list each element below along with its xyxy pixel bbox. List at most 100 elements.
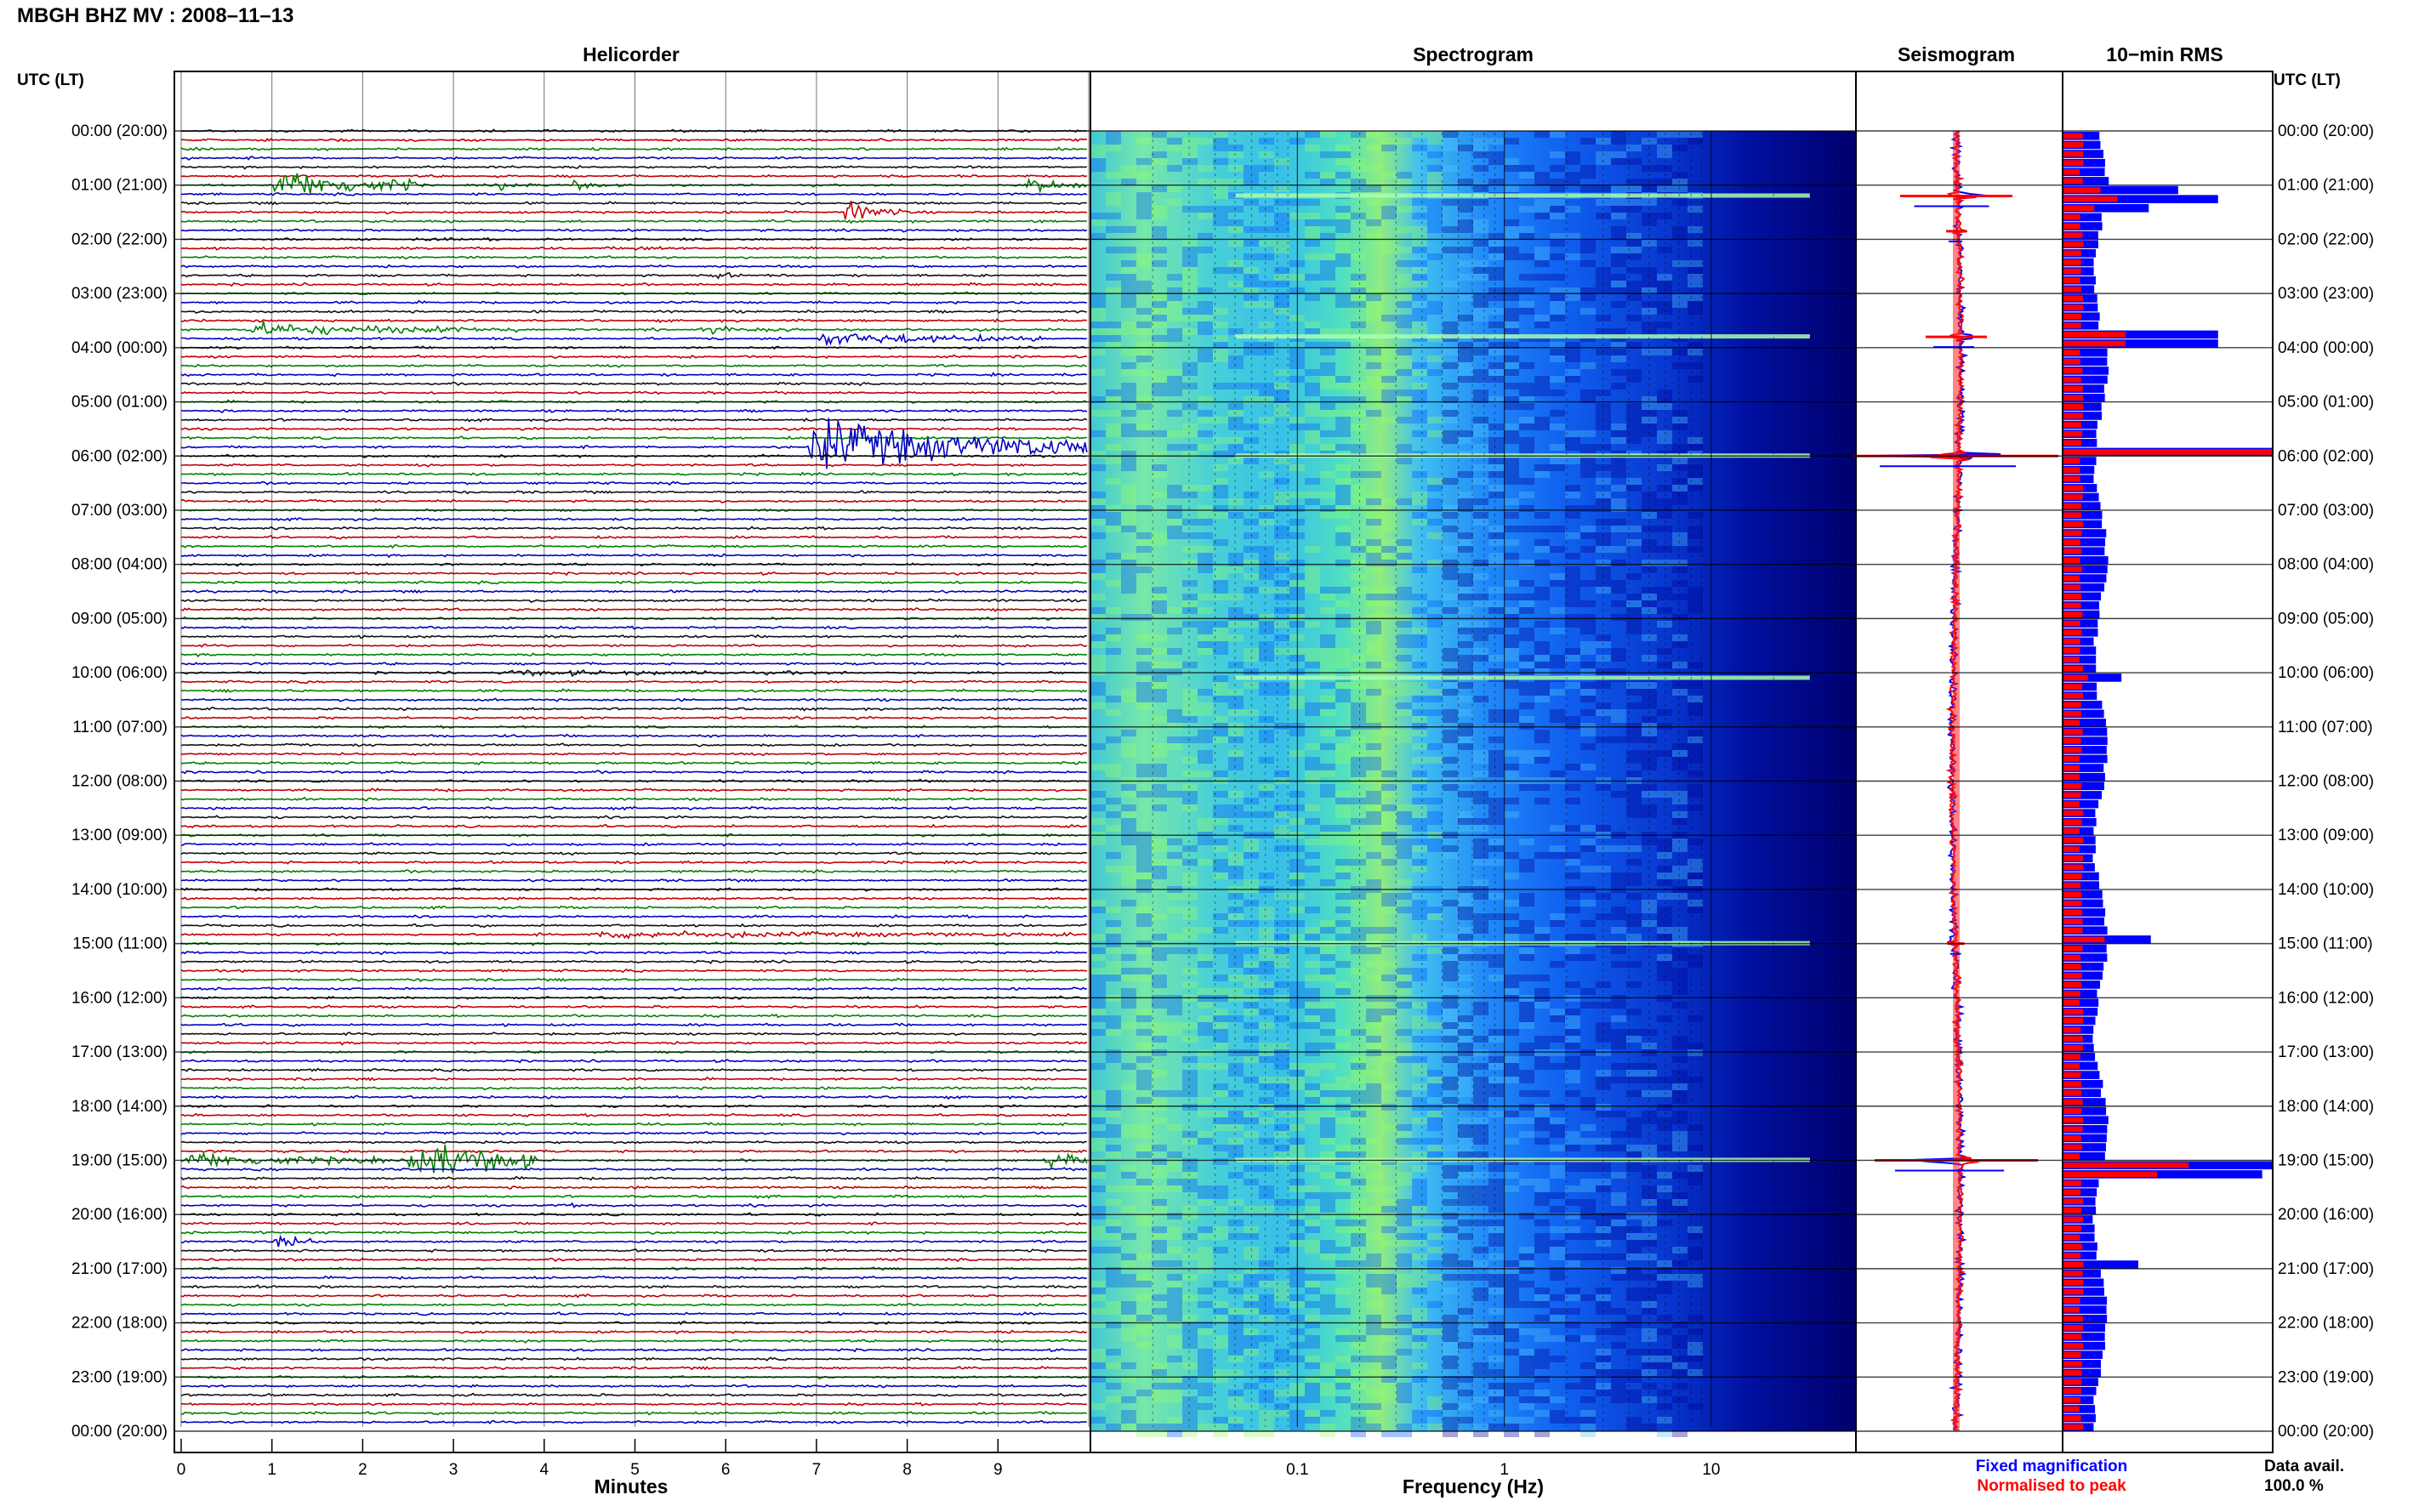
spectrogram-cell [1642, 634, 1657, 641]
rms-bar-normalised [2063, 223, 2080, 230]
spectrogram-cell [1427, 1322, 1443, 1328]
spectrogram-cell [1412, 1417, 1427, 1424]
spectrogram-cell [1335, 1192, 1351, 1199]
spectrogram-cell [1626, 233, 1642, 240]
spectrogram-cell [1274, 226, 1289, 233]
spectrogram-cell [1090, 981, 1106, 988]
spectrogram-cell [1688, 1172, 1703, 1179]
spectrogram-cell [1121, 1328, 1136, 1335]
spectrogram-cell [1198, 1362, 1213, 1369]
spectrogram-cell [1366, 1390, 1381, 1396]
spectrogram-cell [1397, 389, 1412, 396]
spectrogram-cell [1488, 274, 1504, 281]
spectrogram-cell [1412, 1315, 1427, 1322]
spectrogram-cell [1672, 838, 1688, 845]
spectrogram-cell [1626, 1274, 1642, 1281]
spectrogram-cell [1458, 975, 1473, 981]
spectrogram-cell [1688, 804, 1703, 811]
spectrogram-cell [1182, 913, 1198, 920]
spectrogram-cell [1580, 614, 1596, 621]
spectrogram-cell [1182, 151, 1198, 158]
spectrogram-cell [1106, 1199, 1121, 1206]
spectrogram-cell [1672, 1369, 1688, 1376]
spectrogram-cell [1351, 757, 1366, 764]
spectrogram-cell [1136, 281, 1152, 287]
spectrogram-cell [1152, 1206, 1167, 1213]
spectrogram-cell [1596, 1301, 1611, 1308]
spectrogram-cell [1320, 594, 1335, 600]
rms-bar-normalised [2063, 557, 2080, 564]
spectrogram-cell [1626, 1213, 1642, 1219]
spectrogram-cell [1519, 784, 1534, 791]
spectrogram-cell [1182, 1104, 1198, 1111]
spectrogram-cell [1228, 1049, 1244, 1056]
spectrogram-cell [1626, 240, 1642, 247]
spectrogram-cell [1136, 213, 1152, 219]
spectrogram-cell [1335, 934, 1351, 941]
spectrogram-cell [1626, 485, 1642, 492]
spectrogram-cell [1473, 396, 1488, 403]
spectrogram-cell [1274, 219, 1289, 226]
spectrogram-cell [1596, 736, 1611, 743]
spectrogram-cell [1427, 185, 1443, 192]
spectrogram-cell [1213, 770, 1228, 777]
rms-bar-normalised [2063, 151, 2084, 157]
spectrogram-cell [1672, 1138, 1688, 1145]
spectrogram-cell [1136, 349, 1152, 355]
spectrogram-cell [1351, 492, 1366, 498]
spectrogram-cell [1213, 1043, 1228, 1049]
spectrogram-cell [1167, 1185, 1182, 1192]
spectrogram-cell [1121, 954, 1136, 961]
spectrogram-cell [1534, 1219, 1550, 1226]
spectrogram-cell [1427, 301, 1443, 308]
spectrogram-cell [1642, 1213, 1657, 1219]
helicorder-trace [180, 1356, 1088, 1361]
spectrogram-cell [1443, 131, 1458, 138]
spectrogram-cell [1366, 219, 1381, 226]
spectrogram-cell [1121, 900, 1136, 907]
rms-bar-normalised [2063, 521, 2083, 527]
spectrogram-cell [1626, 859, 1642, 866]
spectrogram-cell [1351, 1097, 1366, 1104]
spectrogram-cell [1611, 1131, 1626, 1138]
time-tick-left: 01:00 (21:00) [71, 177, 168, 195]
spectrogram-cell [1596, 1219, 1611, 1226]
spectrogram-cell [1504, 927, 1519, 934]
spectrogram-cell [1412, 716, 1427, 723]
spectrogram-cell [1596, 151, 1611, 158]
spectrogram-cell [1550, 179, 1565, 185]
spectrogram-cell [1351, 573, 1366, 580]
rms-bar-normalised [2063, 936, 2105, 943]
spectrogram-cell [1504, 294, 1519, 301]
spectrogram-cell [1397, 1090, 1412, 1097]
spectrogram-cell [1244, 423, 1259, 430]
spectrogram-cell [1228, 1322, 1244, 1328]
rms-bar-normalised [2063, 1225, 2081, 1231]
helicorder-trace [180, 1366, 1088, 1371]
spectrogram-cell [1335, 485, 1351, 492]
spectrogram-cell [1397, 1240, 1412, 1247]
spectrogram-cell [1182, 1424, 1198, 1430]
spectrogram-cell [1320, 1369, 1335, 1376]
time-tick-left: 05:00 (01:00) [71, 394, 168, 412]
spectrogram-cell [1397, 274, 1412, 281]
spectrogram-cell [1672, 532, 1688, 539]
spectrogram-cell [1228, 267, 1244, 274]
spectrogram-cell [1136, 866, 1152, 873]
spectrogram-cell [1136, 423, 1152, 430]
helicorder-trace [180, 1275, 1088, 1281]
rms-bar-normalised [2063, 205, 2095, 212]
spectrogram-cell [1580, 730, 1596, 736]
helicorder-trace [180, 851, 1087, 856]
helicorder-trace [180, 1032, 1088, 1037]
spectrogram-cell [1672, 981, 1688, 988]
spectrogram-cell [1090, 1226, 1106, 1233]
spectrogram-cell [1182, 519, 1198, 526]
spectrogram-cell [1136, 920, 1152, 927]
rms-bar-normalised [2063, 322, 2081, 329]
spectrogram-cell [1443, 281, 1458, 287]
spectrogram-cell [1504, 526, 1519, 532]
spectrogram-cell [1397, 845, 1412, 852]
helicorder-trace [180, 1410, 1087, 1416]
minute-tick-label: 3 [449, 1461, 458, 1479]
